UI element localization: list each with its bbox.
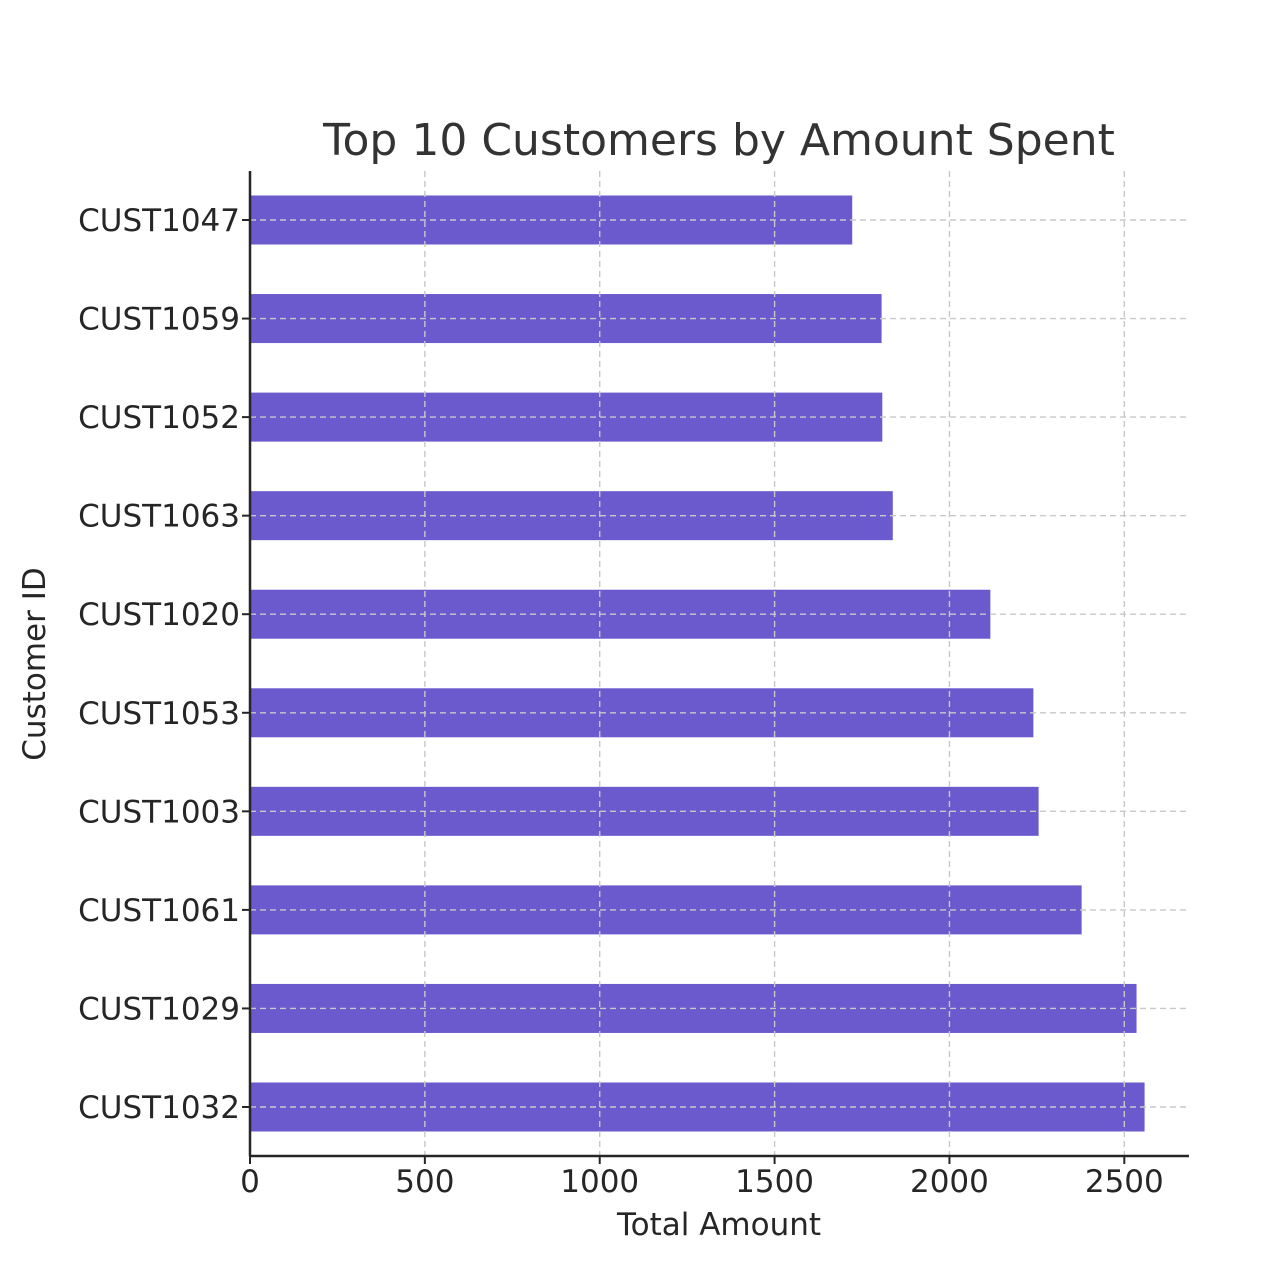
y-tick-label: CUST1020: [78, 597, 240, 633]
tick-labels: 0 500 1000 1500 2000 2500 CUST1047 CUST1059 CUST…: [78, 203, 1164, 1200]
y-tick-label: CUST1032: [78, 1090, 240, 1126]
y-tick-label: CUST1052: [78, 400, 240, 436]
y-tick-label: CUST1059: [78, 302, 240, 338]
bars: [250, 195, 1145, 1132]
x-tick-label: 2500: [1085, 1164, 1164, 1200]
y-tick-label: CUST1047: [78, 203, 240, 239]
x-tick-label: 1500: [735, 1164, 814, 1200]
x-tick-label: 500: [395, 1164, 454, 1200]
x-tick-label: 2000: [910, 1164, 989, 1200]
x-tick-label: 1000: [560, 1164, 639, 1200]
chart-title: Top 10 Customers by Amount Spent: [322, 115, 1115, 166]
y-tick-label: CUST1063: [78, 499, 240, 535]
x-axis-label: Total Amount: [616, 1207, 821, 1243]
y-tick-label: CUST1029: [78, 991, 240, 1027]
y-tick-label: CUST1061: [78, 893, 240, 929]
y-axis-label: Customer ID: [17, 567, 53, 760]
y-tick-label: CUST1003: [78, 794, 240, 830]
grid-lines: [250, 171, 1189, 1156]
x-tick-label: 0: [240, 1164, 260, 1200]
y-tick-label: CUST1053: [78, 696, 240, 732]
axes: [248, 171, 1189, 1158]
